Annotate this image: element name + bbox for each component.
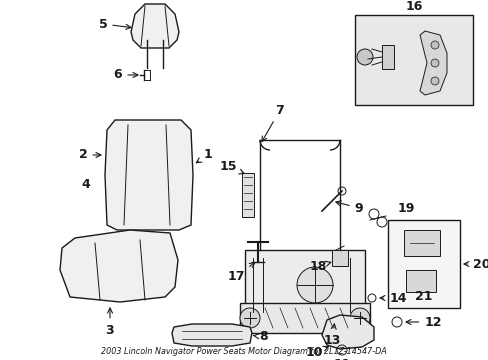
Polygon shape — [381, 45, 393, 69]
Text: 12: 12 — [405, 315, 441, 328]
Text: 15: 15 — [219, 161, 244, 174]
Bar — [331, 250, 347, 266]
Polygon shape — [172, 324, 251, 346]
Polygon shape — [105, 120, 193, 230]
Bar — [403, 230, 439, 256]
Text: 3: 3 — [105, 308, 114, 337]
Text: 7: 7 — [262, 104, 284, 141]
Circle shape — [240, 308, 260, 328]
Bar — [240, 303, 369, 333]
Text: 10: 10 — [305, 346, 328, 360]
Text: 21: 21 — [414, 289, 432, 302]
Bar — [242, 173, 253, 217]
Circle shape — [349, 308, 369, 328]
Bar — [405, 270, 435, 292]
Circle shape — [296, 267, 332, 303]
Polygon shape — [419, 31, 446, 95]
Polygon shape — [131, 4, 179, 48]
Circle shape — [430, 77, 438, 85]
Circle shape — [430, 59, 438, 67]
Text: 1: 1 — [196, 148, 212, 163]
Circle shape — [356, 49, 372, 65]
Bar — [244, 250, 364, 320]
Text: 18: 18 — [309, 260, 330, 273]
Text: 20: 20 — [463, 257, 488, 270]
Text: 8: 8 — [253, 330, 268, 343]
Text: 11: 11 — [332, 359, 350, 360]
Bar — [387, 220, 459, 308]
Text: 5: 5 — [99, 18, 131, 31]
Text: 4: 4 — [81, 179, 90, 192]
Text: 2003 Lincoln Navigator Power Seats Motor Diagram for 2L1Z-14547-DA: 2003 Lincoln Navigator Power Seats Motor… — [101, 347, 386, 356]
Text: 6: 6 — [113, 68, 138, 81]
Text: 2: 2 — [79, 148, 101, 162]
Text: 16: 16 — [405, 0, 422, 13]
Text: 14: 14 — [379, 292, 406, 305]
Text: 13: 13 — [323, 324, 340, 346]
Text: 19: 19 — [397, 202, 414, 215]
Polygon shape — [60, 230, 178, 302]
Circle shape — [430, 41, 438, 49]
Bar — [354, 15, 472, 105]
Text: 17: 17 — [227, 262, 254, 284]
Text: 9: 9 — [335, 201, 363, 215]
Polygon shape — [321, 315, 373, 349]
